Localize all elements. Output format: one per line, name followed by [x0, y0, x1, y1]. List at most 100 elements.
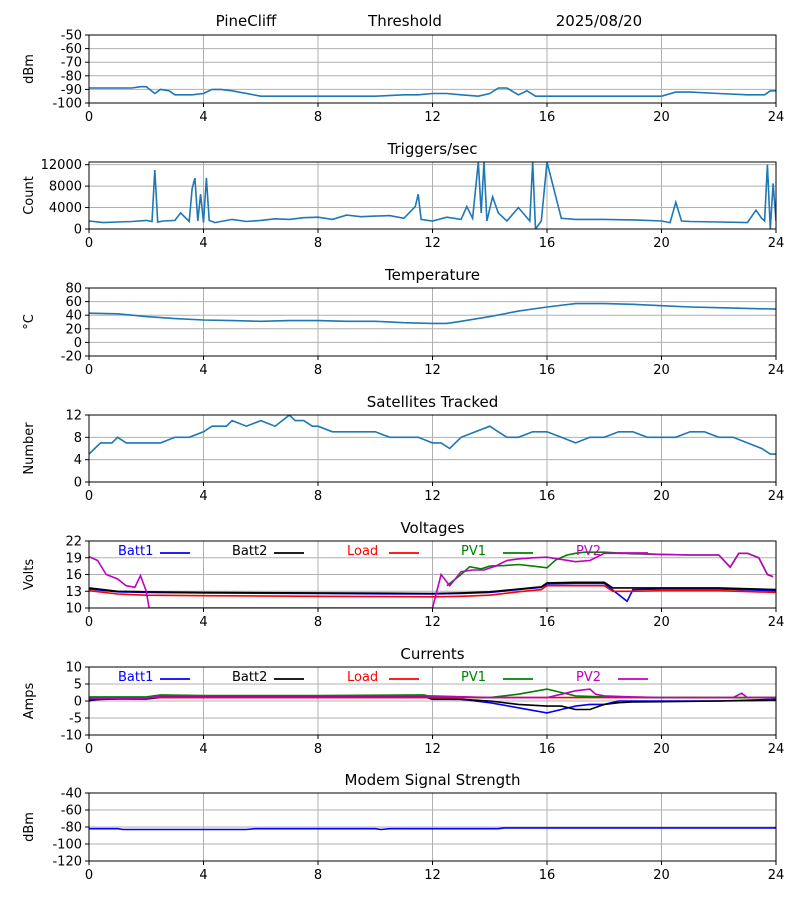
series-line-voltages-pv2: [89, 552, 774, 608]
legend-label-pv1: PV1: [461, 670, 486, 685]
y-tick-label: 0: [74, 223, 82, 238]
y-tick-label: 0: [74, 476, 82, 491]
legend-label-pv1: PV1: [461, 544, 486, 559]
legend-label-batt2: Batt2: [232, 670, 267, 685]
station-name: PineCliff: [216, 12, 277, 30]
legend-label-pv2: PV2: [576, 670, 601, 685]
y-tick-label: 5: [74, 678, 82, 693]
y-axis-label: Number: [22, 422, 37, 475]
x-tick-label: 20: [653, 489, 670, 504]
legend-voltages: Batt1 Batt2 Load PV1 PV2: [118, 544, 648, 559]
panel-triggers: 0 4 8 12 16 20 24 0 4000 8000 12000 Triggers/sec Cou…: [22, 140, 784, 251]
grid-modem: [88, 792, 777, 862]
x-tick-label: 16: [539, 615, 556, 630]
x-tick-label: 4: [199, 236, 207, 251]
y-axis-label: Count: [22, 176, 37, 215]
y-tick-label: -50: [61, 29, 82, 44]
panel-title: Temperature: [384, 266, 480, 284]
y-tick-label: 10: [65, 661, 82, 676]
x-tick-label: 0: [85, 110, 93, 125]
legend-label-batt2: Batt2: [232, 544, 267, 559]
series-line-modem-0: [89, 827, 776, 831]
y-tick-label: -100: [52, 838, 82, 853]
x-tick-label: 20: [653, 363, 670, 378]
series-line-satellites-0: [89, 415, 776, 455]
y-axis-label: dBm: [22, 812, 37, 842]
x-tick-label: 8: [314, 110, 322, 125]
mode-label: Threshold: [367, 12, 442, 30]
y-tick-label: -100: [52, 97, 82, 112]
x-tick-label: 24: [768, 615, 785, 630]
y-tick-label: -40: [61, 787, 82, 802]
y-tick-label: 12000: [41, 158, 82, 173]
y-tick-label: 12: [65, 409, 82, 424]
x-tick-label: 4: [199, 742, 207, 757]
panel-title: Currents: [400, 645, 464, 663]
x-tick-label: 24: [768, 110, 785, 125]
y-tick-label: 10: [65, 602, 82, 617]
series-line-currents-pv2: [89, 688, 776, 700]
y-tick-label: -5: [69, 712, 82, 727]
x-tick-label: 8: [314, 615, 322, 630]
y-tick-label: 13: [65, 585, 82, 600]
panel-title: Satellites Tracked: [367, 393, 498, 411]
y-tick-label: -60: [61, 804, 82, 819]
legend-label-batt1: Batt1: [118, 544, 153, 559]
series-line-voltages-load: [89, 584, 776, 598]
x-tick-label: 4: [199, 489, 207, 504]
y-tick-label: -10: [61, 729, 82, 744]
x-tick-label: 16: [539, 363, 556, 378]
x-tick-label: 0: [85, 615, 93, 630]
x-tick-label: 4: [199, 110, 207, 125]
y-axis-label: Amps: [22, 682, 37, 719]
series-line-voltages-pv1: [446, 551, 774, 587]
series-line-voltages-batt2: [89, 581, 776, 595]
x-tick-label: 4: [199, 868, 207, 883]
y-tick-label: -70: [61, 56, 82, 71]
x-tick-label: 8: [314, 742, 322, 757]
grid-voltages: [88, 540, 777, 609]
x-tick-label: 16: [539, 236, 556, 251]
y-tick-label: -90: [61, 83, 82, 98]
y-tick-label: 16: [65, 568, 82, 583]
x-tick-label: 20: [653, 236, 670, 251]
x-tick-label: 16: [539, 110, 556, 125]
x-tick-label: 24: [768, 742, 785, 757]
series-line-temperature-0: [89, 302, 776, 325]
y-tick-label: 20: [65, 322, 82, 337]
x-tick-label: 0: [85, 236, 93, 251]
legend-label-load: Load: [347, 544, 378, 559]
panel-title: Modem Signal Strength: [345, 771, 521, 789]
figure-header: PineCliff Threshold 2025/08/20: [216, 12, 643, 30]
y-tick-label: -80: [61, 69, 82, 84]
y-tick-label: 4000: [49, 201, 82, 216]
x-tick-label: 24: [768, 868, 785, 883]
x-tick-label: 0: [85, 868, 93, 883]
y-tick-label: 8000: [49, 180, 82, 195]
x-tick-label: 12: [424, 110, 441, 125]
x-tick-label: 8: [314, 363, 322, 378]
y-tick-label: 8: [74, 431, 82, 446]
x-tick-label: 12: [424, 868, 441, 883]
y-tick-label: 80: [65, 282, 82, 297]
date-label: 2025/08/20: [556, 12, 642, 30]
y-tick-label: -120: [52, 855, 82, 870]
grid-temperature: [88, 287, 777, 357]
y-axis-label: dBm: [22, 54, 37, 84]
series-line-triggers-0: [89, 162, 776, 229]
x-tick-label: 24: [768, 363, 785, 378]
x-tick-label: 4: [199, 363, 207, 378]
panel-title: Triggers/sec: [387, 140, 478, 158]
x-tick-label: 12: [424, 742, 441, 757]
series-line-signal-0: [89, 85, 776, 98]
x-tick-label: 16: [539, 742, 556, 757]
x-tick-label: 24: [768, 236, 785, 251]
y-tick-label: 4: [74, 453, 82, 468]
x-tick-label: 20: [653, 615, 670, 630]
x-tick-label: 20: [653, 110, 670, 125]
legend-label-pv2: PV2: [576, 544, 601, 559]
